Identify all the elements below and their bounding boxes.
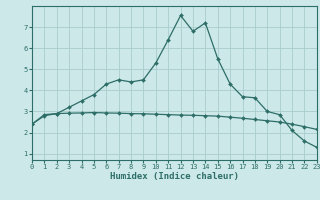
X-axis label: Humidex (Indice chaleur): Humidex (Indice chaleur) [110, 172, 239, 181]
